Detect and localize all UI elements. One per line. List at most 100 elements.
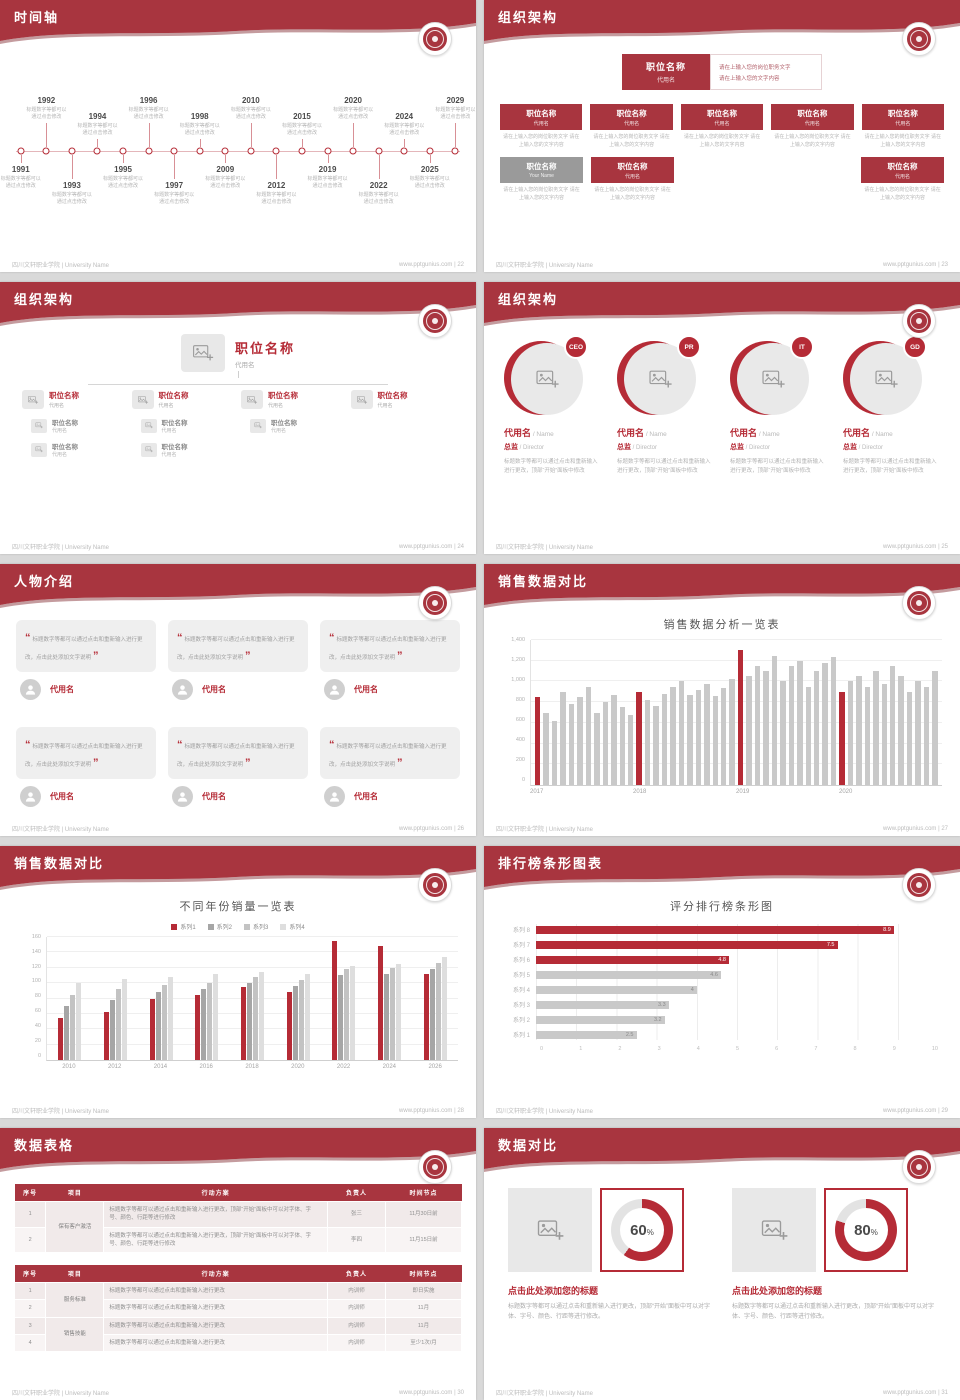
bar-series	[531, 640, 942, 785]
chart-bar	[830, 656, 837, 785]
timeline-year: 2020	[344, 95, 362, 105]
chart-bar	[915, 681, 921, 785]
chart-bar	[661, 693, 668, 785]
slide-org-boxes[interactable]: 组织架构 职位名称 代用名 请在上输入您的岗位职务文字 请在上输入您的文字内容 …	[484, 0, 960, 272]
position-caption: 请在上输入您的岗位职务文字 请在上输入您的文字内容	[774, 134, 851, 148]
slide-data-compare[interactable]: 数据对比 60% 点击此处添加您的标题 标题数字等都可以通过点击和重新输入进行更…	[484, 1128, 960, 1400]
chart-bar	[898, 676, 904, 785]
value-label: 3.2	[653, 1016, 662, 1023]
quote-text: 标题数字等都可以通过点击和重新输入进行更改，点击此处添加文字说明	[177, 637, 295, 661]
hbar-rows: 系列 8 8.9 系列 7 7.5 系列 6 4.8 系列 5 4.6 系列 4 4 系列 3 3.3…	[502, 922, 938, 1042]
slide-banner: 组织架构	[484, 0, 960, 56]
chart-bar	[332, 940, 338, 1060]
chart-bar	[64, 1006, 70, 1060]
chart-bar	[560, 691, 566, 785]
timeline-event: 2020 标题数字等都可以通过点击修改	[333, 44, 373, 257]
y-tick-label: 1,000	[511, 677, 525, 684]
image-placeholder-icon	[144, 445, 154, 454]
chart-bar	[720, 687, 727, 785]
category-label: 系列 7	[512, 943, 530, 949]
position-title: 职位名称	[526, 162, 557, 171]
chart-bar	[695, 689, 702, 785]
footer-site: www.pptgunius.com | 25	[883, 543, 948, 550]
x-tick-label: 2020	[291, 1064, 305, 1070]
chart-bar	[298, 980, 304, 1060]
chart-bar	[551, 720, 558, 785]
chart-bar	[292, 986, 298, 1060]
image-placeholder	[508, 1188, 592, 1272]
chart-bar	[390, 967, 396, 1060]
timeline-desc: 标题数字等都可以通过点击修改	[307, 175, 348, 189]
table-row: 2 标题数字等都可以通过点击和重新输入进行更改 内训师 11月	[13, 1299, 462, 1318]
close-quote-icon: ”	[245, 650, 251, 662]
panel-heading: 点击此处添加您的标题	[732, 1286, 823, 1296]
chart-bar	[923, 686, 930, 785]
position-title: 职位名称	[617, 161, 648, 171]
timeline-year: 2009	[216, 164, 235, 174]
x-tick-label: 2022	[336, 1064, 351, 1070]
timeline-desc: 标题数字等都可以通过点击修改	[51, 191, 92, 205]
timeline-tick	[250, 122, 252, 147]
chart-bar	[627, 714, 634, 785]
timeline-tick	[429, 154, 431, 163]
quote-text: 标题数字等都可以通过点击和重新输入进行更改，点击此处添加文字说明	[329, 743, 447, 768]
slide-sales-chart-2[interactable]: 销售数据对比 不同年份销量一览表 系列1 系列2 系列3 系列4 160 140 120 1…	[0, 846, 476, 1118]
timeline-year: 2015	[293, 111, 311, 121]
chart-bar	[155, 992, 161, 1060]
avatar	[172, 679, 193, 700]
chart-bar	[535, 696, 541, 785]
x-tick-label: 2016	[199, 1064, 213, 1070]
quote-bubble: “标题数字等都可以通过点击和重新输入进行更改，点击此处添加文字说明”	[16, 620, 156, 672]
timeline-event: 2025 标题数字等都可以通过点击修改	[410, 44, 450, 257]
timeline-dot	[400, 147, 408, 154]
position-caption: 请在上输入您的岗位职务文字 请在上输入您的文字内容	[503, 134, 580, 148]
university-logo-icon	[902, 304, 936, 338]
person-card: “标题数字等都可以通过点击和重新输入进行更改，点击此处添加文字说明” 代用名	[168, 726, 308, 822]
position-name: 代用名	[624, 120, 640, 127]
slide-timeline[interactable]: 时间轴 1991 标题数字等都可以通过点击修改 1992 标题数字等都可以通过点击修…	[0, 0, 476, 272]
org-position: 职位名称 Your Name 请在上输入您的岗位职务文字 请在上输入您的文字内容	[500, 157, 583, 202]
footer-site: www.pptgunius.com | 23	[883, 261, 948, 268]
slide-ranking-chart[interactable]: 排行榜条形图表 评分排行榜条形图 系列 8 8.9 系列 7 7.5 系列 6 4.8 系列…	[484, 846, 960, 1118]
image-placeholder-icon	[647, 366, 673, 392]
position-title: 职位名称	[526, 108, 557, 118]
table-cell: 至少1次/月	[385, 1333, 462, 1353]
slide-org-tree[interactable]: 组织架构 职位名称 代用名 职位名称 代用名 职位名称 代用名 职位名称 代用名 职位名…	[0, 282, 476, 554]
profile-role: 总监 / Director	[617, 444, 658, 451]
role-badge: CEO	[564, 335, 588, 359]
legend-swatch	[171, 923, 178, 930]
x-tick-label: 3	[657, 1046, 661, 1052]
profile-desc: 标题数字等都可以通过点击和重新输入进行更改，顶部“开始”面板中修改	[730, 459, 824, 474]
x-tick-label: 2018	[633, 789, 647, 795]
x-tick-label: 1	[579, 1046, 583, 1052]
slide-title: 数据对比	[498, 1138, 559, 1153]
timeline-event: 2019 标题数字等都可以通过点击修改	[308, 44, 348, 257]
x-tick-label: 2017	[530, 789, 544, 795]
branch-title: 职位名称	[49, 391, 79, 400]
position-caption: 请在上输入您的岗位职务文字 请在上输入您的文字内容	[594, 187, 671, 201]
slide-profiles[interactable]: 组织架构 CEO 代用名 / Name 总监 / Director 标题数字等都…	[484, 282, 960, 554]
timeline-dot	[272, 147, 280, 154]
percent-label: 80%	[854, 1221, 878, 1239]
chart-bar	[384, 973, 390, 1060]
timeline-desc: 标题数字等都可以通过点击修改	[409, 175, 450, 189]
y-tick-label: 400	[515, 737, 525, 744]
timeline-dot	[145, 147, 153, 154]
legend-label: 系列1	[180, 925, 196, 931]
donut-chart: 60%	[600, 1188, 684, 1272]
timeline-dot	[298, 147, 306, 154]
timeline-event: 1996 标题数字等都可以通过点击修改	[129, 44, 169, 257]
slide-data-tables[interactable]: 数据表格 序号 项目 行动方案 负责人 时间节点 1 保有客户激活 标题数字等都可以通过点击和…	[0, 1128, 476, 1400]
footer-school-name: 四川文轩职业学院 | University Name	[496, 827, 593, 833]
footer-site: www.pptgunius.com | 27	[883, 825, 948, 832]
chart-bar	[704, 683, 710, 785]
timeline-year: 2012	[267, 180, 286, 190]
table-cell: 标题数字等都可以通过点击和重新输入进行更改	[103, 1299, 328, 1318]
footer-page-number: 26	[457, 825, 464, 832]
position-name: 代用名	[714, 120, 730, 127]
slide-sales-chart-1[interactable]: 销售数据对比 销售数据分析一览表 1,400 1,200 1,000 800 600 40…	[484, 564, 960, 836]
timeline-dot	[17, 147, 25, 154]
timeline-desc: 标题数字等都可以通过点击修改	[281, 122, 322, 136]
slide-people[interactable]: 人物介绍 “标题数字等都可以通过点击和重新输入进行更改，点击此处添加文字说明” …	[0, 564, 476, 836]
timeline-dot	[221, 147, 229, 154]
